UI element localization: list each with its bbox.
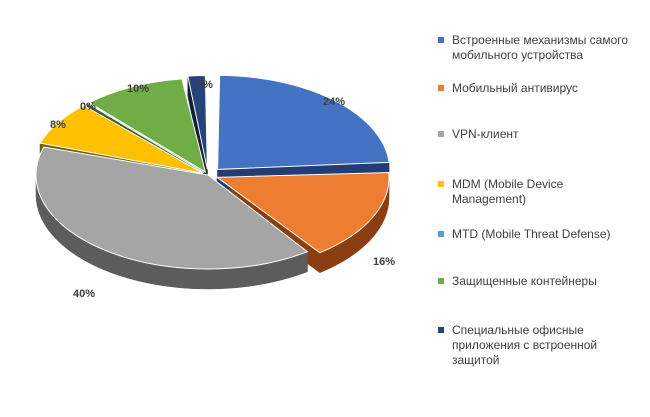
- legend-item-2: VPN-клиент: [438, 127, 519, 141]
- legend-swatch-2: [438, 131, 444, 137]
- legend-label-6-2: защитой: [452, 353, 500, 367]
- legend-label-3-1: Management): [452, 192, 526, 206]
- legend-swatch-6: [438, 327, 444, 333]
- pie-data-label-6: 2%: [197, 79, 213, 91]
- legend-label-6-0: Специальные офисные: [452, 323, 584, 337]
- legend-item-5: Защищенные контейнеры: [438, 274, 597, 288]
- legend-label-0-1: мобильного устройства: [452, 48, 583, 62]
- legend-label-5-0: Защищенные контейнеры: [452, 274, 597, 288]
- pie-slice-2: [35, 146, 309, 270]
- legend-label-0-0: Встроенные механизмы самого: [452, 33, 628, 47]
- pie-data-label-4: 0%: [80, 101, 96, 113]
- legend-swatch-0: [438, 37, 444, 43]
- legend-swatch-4: [438, 231, 444, 237]
- pie-data-label-2: 40%: [73, 288, 95, 300]
- legend-swatch-5: [438, 278, 444, 284]
- legend-label-1-0: Мобильный антивирус: [452, 81, 578, 95]
- pie-slice-6: [187, 75, 208, 170]
- pie-data-label-3: 8%: [50, 119, 66, 131]
- legend-label-3-0: MDM (Mobile Device: [452, 177, 564, 191]
- pie-labels: 24% 16% 40% 8% 0% 10% 2%: [50, 79, 395, 300]
- legend-swatch-1: [438, 85, 444, 91]
- pie-data-label-1: 16%: [373, 256, 395, 268]
- pie-slice-4: [86, 102, 205, 174]
- legend-label-4-0: MTD (Mobile Threat Defense): [452, 227, 611, 241]
- pie-data-label-0: 24%: [323, 96, 345, 108]
- pie-tops: [35, 74, 390, 270]
- legend-label-2-0: VPN-клиент: [452, 127, 519, 141]
- legend-swatch-3: [438, 181, 444, 187]
- pie-data-label-5: 10%: [127, 83, 149, 95]
- pie-slice-1: [215, 172, 390, 254]
- pie-slice-5: [88, 78, 207, 174]
- legend-item-4: MTD (Mobile Threat Defense): [438, 227, 611, 241]
- legend-item-1: Мобильный антивирус: [438, 81, 578, 95]
- pie-slice-3: [39, 104, 204, 174]
- legend-label-6-1: приложения с встроенной: [452, 338, 597, 352]
- pie-slice-0: [217, 74, 390, 170]
